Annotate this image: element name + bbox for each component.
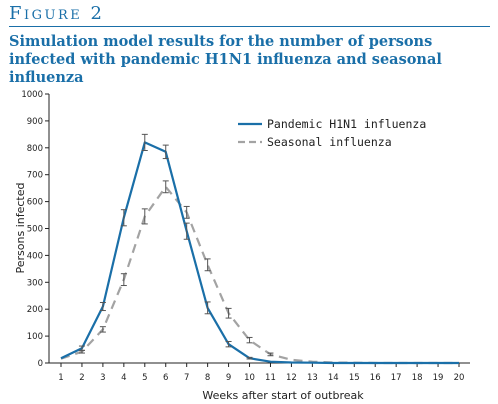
y-tick-label: 100 xyxy=(27,332,43,342)
x-tick-label: 4 xyxy=(121,373,126,383)
x-tick-label: 20 xyxy=(454,373,465,383)
y-tick-label: 800 xyxy=(27,144,43,154)
x-tick-label: 6 xyxy=(163,373,168,383)
legend: Pandemic H1N1 influenza Seasonal influenz… xyxy=(238,117,426,149)
y-tick-label: 300 xyxy=(27,278,43,288)
figure-label: Figure 2 xyxy=(9,3,105,24)
x-tick-label: 2 xyxy=(79,373,84,383)
x-tick-label: 14 xyxy=(328,373,339,383)
x-tick-label: 15 xyxy=(349,373,360,383)
x-tick-label: 1 xyxy=(58,373,63,383)
series-line-pandemic xyxy=(60,141,459,365)
x-tick-label: 10 xyxy=(244,373,255,383)
x-tick-label: 7 xyxy=(184,373,189,383)
y-tick-label: 500 xyxy=(27,225,43,235)
x-tick-label: 3 xyxy=(100,373,105,383)
x-axis-label: Weeks after start of outbreak xyxy=(202,389,364,402)
y-tick-label: 400 xyxy=(27,251,43,261)
x-tick-label: 9 xyxy=(226,373,231,383)
legend-label-pandemic: Pandemic H1N1 influenza xyxy=(267,117,426,131)
x-tick-label: 5 xyxy=(142,373,147,383)
series-layer xyxy=(60,133,459,365)
y-tick-label: 900 xyxy=(27,117,43,127)
x-tick-label: 13 xyxy=(307,373,318,383)
series-line-seasonal xyxy=(60,185,459,365)
figure-title: Simulation model results for the number … xyxy=(9,33,442,86)
x-tick-label: 19 xyxy=(433,373,444,383)
title-rule xyxy=(9,26,490,27)
legend-label-seasonal: Seasonal influenza xyxy=(267,135,392,149)
x-tick-label: 17 xyxy=(391,373,402,383)
y-axis-label: Persons infected xyxy=(14,183,27,274)
y-tick-label: 1000 xyxy=(21,90,43,100)
y-tick-label: 200 xyxy=(27,305,43,315)
y-tick-label: 0 xyxy=(38,359,43,369)
y-tick-label: 700 xyxy=(27,171,43,181)
x-tick-label: 12 xyxy=(286,373,297,383)
x-tick-label: 18 xyxy=(412,373,423,383)
x-tick-label: 11 xyxy=(265,373,276,383)
y-tick-label: 600 xyxy=(27,198,43,208)
x-tick-label: 16 xyxy=(370,373,381,383)
x-tick-label: 8 xyxy=(205,373,210,383)
